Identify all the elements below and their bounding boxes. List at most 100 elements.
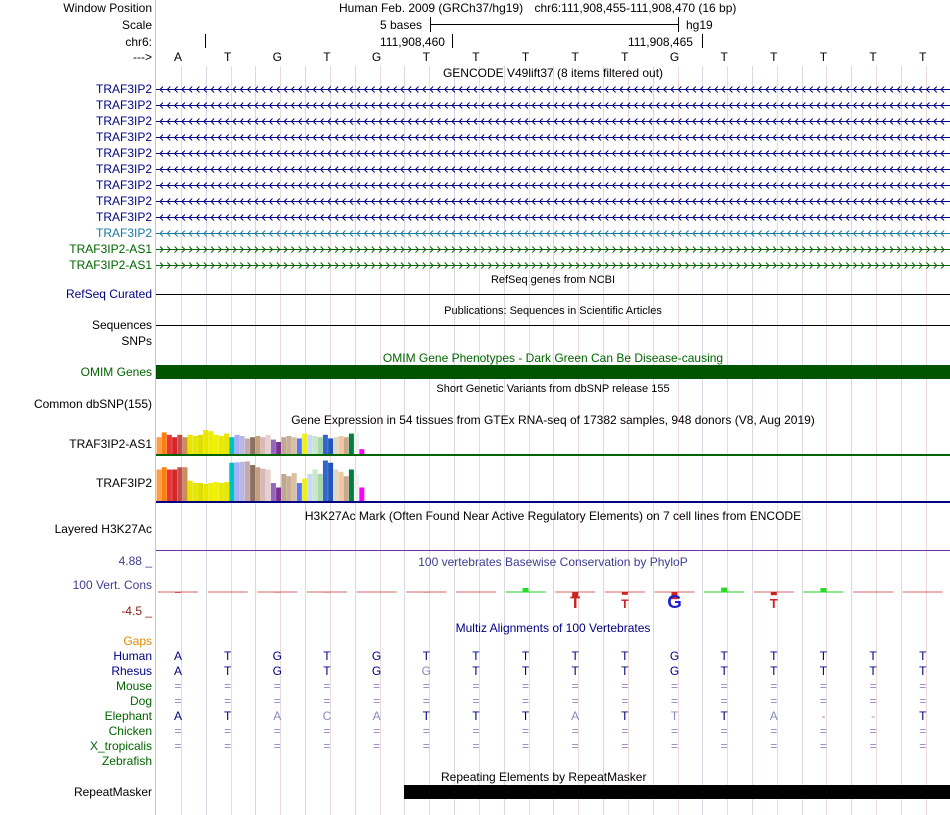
gaps-label[interactable]: Gaps (123, 634, 152, 648)
gencode-transcript-line[interactable] (156, 98, 950, 112)
gencode-transcript-line[interactable] (156, 194, 950, 208)
alignment-base: = (373, 724, 381, 738)
alignment-base: T (521, 664, 530, 678)
phylop-score (158, 591, 198, 593)
gtex-bar-chart[interactable] (156, 428, 950, 504)
base-letter: T (521, 50, 530, 64)
layered-h3k27ac-label[interactable]: Layered H3K27Ac (54, 522, 152, 536)
gtex-tissue-bar (224, 482, 230, 501)
gtex-track-title[interactable]: Gene Expression in 54 tissues from GTEx … (291, 413, 815, 427)
species-label[interactable]: Rhesus (111, 664, 152, 678)
gencode-transcript-line[interactable] (156, 162, 950, 176)
gencode-transcript-line[interactable] (156, 130, 950, 144)
gencode-item-label[interactable]: TRAF3IP2 (95, 146, 152, 160)
gencode-transcript-line[interactable] (156, 178, 950, 192)
gtex-tissue-bar (203, 483, 209, 501)
gencode-transcript-line[interactable] (156, 114, 950, 128)
gtex-tissue-bar (255, 467, 261, 501)
refseq-track-title[interactable]: RefSeq genes from NCBI (490, 274, 616, 286)
phylop-score (505, 588, 546, 593)
alignment-base: G (272, 649, 282, 663)
strand-chevrons (159, 182, 945, 189)
phylop-track-label[interactable]: 100 Vert. Cons (72, 578, 152, 592)
snps-label[interactable]: SNPs (121, 334, 152, 348)
sequences-label[interactable]: Sequences (91, 318, 152, 332)
gtex-tissue-bar (354, 432, 360, 454)
species-label[interactable]: Zebrafish (101, 754, 152, 768)
gencode-transcript-line[interactable] (156, 242, 950, 256)
alignment-base: T (720, 709, 728, 723)
alignment-base: = (422, 679, 430, 693)
gtex-tissue-bar (177, 467, 183, 501)
gtex-track-label-2[interactable]: TRAF3IP2 (95, 476, 152, 490)
gencode-transcript-line[interactable] (156, 226, 950, 240)
alignment-base: = (720, 739, 728, 753)
gencode-item-label[interactable]: TRAF3IP2 (95, 82, 152, 96)
alignment-base: = (323, 739, 331, 753)
refseq-curated-label[interactable]: RefSeq Curated (65, 287, 152, 301)
phylop-score (704, 587, 745, 593)
gencode-track-title[interactable]: GENCODE V49lift37 (8 items filtered out) (442, 66, 664, 80)
gencode-item-label[interactable]: TRAF3IP2 (95, 130, 152, 144)
species-label[interactable]: Mouse (115, 679, 152, 693)
phylop-logo-letter: T (570, 594, 580, 612)
omim-genes-label[interactable]: OMIM Genes (80, 365, 152, 379)
repeatmasker-label[interactable]: RepeatMasker (73, 785, 152, 799)
omim-track-title[interactable]: OMIM Gene Phenotypes - Dark Green Can Be… (382, 351, 724, 365)
alignment-base: T (621, 709, 629, 723)
gencode-item-label[interactable]: TRAF3IP2 (95, 194, 152, 208)
species-label[interactable]: Dog (129, 694, 152, 708)
species-label[interactable]: Human (113, 649, 152, 663)
gtex-tissue-bar (208, 431, 214, 454)
base-letter: T (323, 50, 331, 64)
strand-chevrons (159, 166, 945, 173)
repeatmasker-feature[interactable] (404, 785, 950, 799)
gencode-item-label[interactable]: TRAF3IP2 (95, 162, 152, 176)
base-letter: T (571, 50, 579, 64)
gtex-tissue-bar (203, 430, 209, 454)
gtex-tissue-bar (156, 437, 162, 454)
h3k27ac-track-title[interactable]: H3K27Ac Mark (Often Found Near Active Re… (304, 509, 802, 523)
position-readout: chr6:111,908,455-111,908,470 (16 bp) (534, 1, 737, 15)
alignment-base: = (273, 724, 281, 738)
alignment-base: = (670, 694, 678, 708)
alignment-base: T (422, 649, 430, 663)
species-label[interactable]: Chicken (108, 724, 152, 738)
gtex-tissue-bar (276, 487, 282, 501)
species-label[interactable]: X_tropicalis (89, 739, 152, 753)
alignment-base: = (770, 739, 778, 753)
alignment-base: = (770, 679, 778, 693)
gencode-transcript-line[interactable] (156, 82, 950, 96)
alignment-base: = (224, 739, 232, 753)
gencode-item-label[interactable]: TRAF3IP2 (95, 210, 152, 224)
gencode-item-label[interactable]: TRAF3IP2-AS1 (69, 258, 152, 272)
gtex-tissue-bar (343, 476, 349, 501)
alignment-base: = (819, 679, 827, 693)
gtex-tissue-bar (156, 469, 162, 501)
alignment-base: = (522, 679, 530, 693)
omim-feature-bar[interactable] (156, 365, 950, 379)
gencode-item-label[interactable]: TRAF3IP2 (95, 226, 152, 240)
gtex-tissue-bar (286, 476, 292, 501)
alignment-base: T (621, 649, 629, 663)
gtex-tissue-bar (296, 438, 302, 454)
repeatmasker-track-title[interactable]: Repeating Elements by RepeatMasker (441, 770, 647, 784)
phylop-track-title[interactable]: 100 vertebrates Basewise Conservation by… (418, 555, 688, 569)
gencode-item-label[interactable]: TRAF3IP2 (95, 98, 152, 112)
gtex-track-label-1[interactable]: TRAF3IP2-AS1 (69, 437, 152, 451)
gencode-item-label[interactable]: TRAF3IP2 (95, 178, 152, 192)
alignment-base: T (571, 649, 579, 663)
strand-chevrons (159, 198, 945, 205)
gtex-tissue-bar (229, 462, 235, 501)
gencode-transcript-line[interactable] (156, 146, 950, 160)
multiz-track-title[interactable]: Multiz Alignments of 100 Vertebrates (455, 621, 651, 635)
gencode-transcript-line[interactable] (156, 210, 950, 224)
species-label[interactable]: Elephant (104, 709, 152, 723)
gencode-item-label[interactable]: TRAF3IP2-AS1 (69, 242, 152, 256)
common-dbsnp-label[interactable]: Common dbSNP(155) (33, 397, 152, 411)
gencode-item-label[interactable]: TRAF3IP2 (95, 114, 152, 128)
gencode-transcript-line[interactable] (156, 258, 950, 272)
dbsnp-track-title[interactable]: Short Genetic Variants from dbSNP releas… (436, 383, 670, 395)
publications-track-title[interactable]: Publications: Sequences in Scientific Ar… (444, 305, 662, 317)
